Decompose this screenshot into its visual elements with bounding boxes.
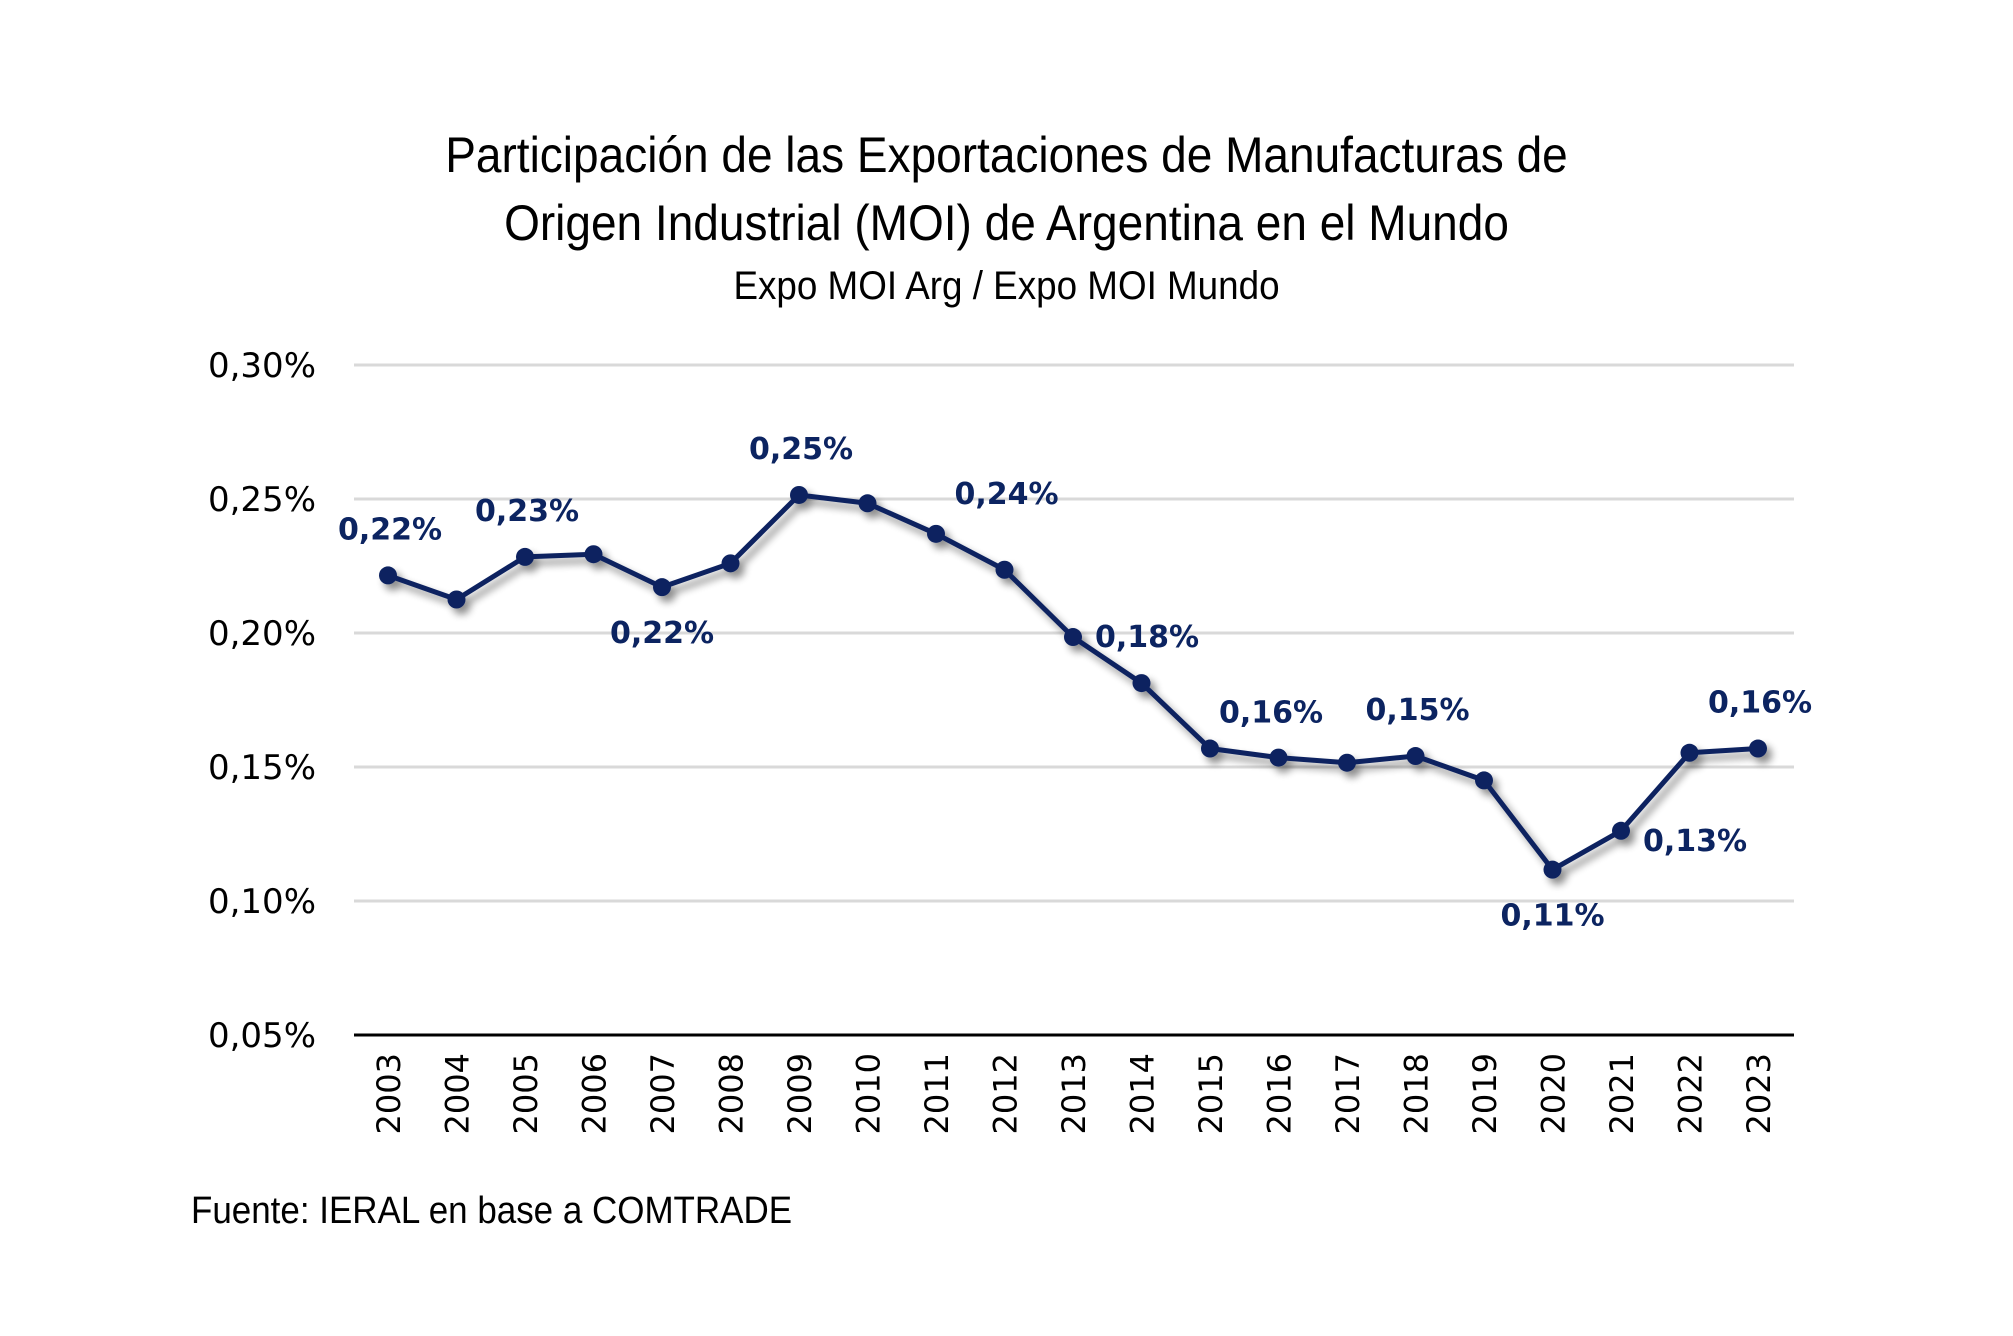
x-tick-label: 2018 [1398, 1053, 1436, 1134]
x-tick-label: 2006 [576, 1053, 614, 1134]
data-point [379, 566, 397, 585]
x-tick-label: 2009 [781, 1053, 819, 1134]
chart-title-line-2: Origen Industrial (MOI) de Argentina en … [504, 195, 1509, 251]
y-tick-label: 0,30% [208, 346, 316, 386]
data-label: 0,25% [749, 432, 853, 467]
x-tick-label: 2021 [1603, 1053, 1641, 1134]
x-tick-label: 2016 [1261, 1053, 1299, 1134]
data-point [1201, 739, 1219, 758]
data-label: 0,11% [1500, 899, 1604, 934]
data-point [995, 560, 1014, 579]
source-note: Fuente: IERAL en base a COMTRADE [191, 1190, 793, 1232]
data-label: 0,18% [1095, 620, 1199, 655]
data-label: 0,16% [1219, 696, 1323, 731]
y-tick-label: 0,15% [208, 748, 316, 788]
x-tick-label: 2015 [1192, 1053, 1230, 1134]
data-label: 0,15% [1365, 693, 1469, 728]
data-point [927, 524, 945, 543]
data-point [1406, 747, 1425, 766]
x-axis: 2003 2004 2005 2006 2007 2008 2009 2010 2011 2012… [354, 1033, 1794, 1134]
data-point [653, 578, 671, 597]
data-point [1749, 739, 1767, 758]
data-point [516, 547, 534, 566]
data-label: 0,24% [954, 477, 1058, 512]
data-point [1475, 771, 1493, 790]
data-point [1612, 821, 1630, 840]
data-point [721, 554, 740, 573]
x-tick-label: 2013 [1055, 1053, 1093, 1134]
x-tick-label: 2005 [507, 1053, 545, 1134]
series-line [379, 485, 1767, 879]
data-point [858, 494, 877, 513]
chart-title-line-1: Participación de las Exportaciones de Ma… [445, 127, 1568, 183]
x-tick-label: 2012 [987, 1053, 1025, 1134]
y-tick-label: 0,25% [208, 480, 316, 520]
data-point [447, 590, 466, 609]
data-point [584, 545, 603, 564]
x-tick-label: 2014 [1124, 1053, 1162, 1134]
x-tick-label: 2003 [370, 1053, 408, 1134]
y-tick-label: 0,10% [208, 882, 316, 922]
data-point [1680, 743, 1699, 762]
x-tick-label: 2022 [1672, 1053, 1710, 1134]
data-point [1132, 674, 1151, 693]
x-tick-label: 2023 [1740, 1053, 1778, 1134]
x-tick-label: 2011 [918, 1053, 956, 1134]
gridlines [354, 363, 1794, 903]
data-point [1543, 860, 1562, 879]
x-tick-label: 2008 [713, 1053, 751, 1134]
data-point [1269, 748, 1288, 767]
x-tick-label: 2019 [1466, 1053, 1504, 1134]
data-point [1064, 628, 1082, 647]
y-axis-ticks: 0,05% 0,10% 0,15% 0,20% 0,25% 0,30% [208, 346, 316, 1056]
x-tick-label: 2017 [1329, 1053, 1367, 1134]
data-labels: 0,22% 0,23% 0,22% 0,25% 0,24% 0,18% 0,16% 0,15%… [338, 432, 1812, 934]
x-tick-label: 2007 [644, 1053, 682, 1134]
x-tick-label: 2010 [850, 1053, 888, 1134]
x-tick-label: 2020 [1535, 1053, 1573, 1134]
chart-subtitle: Expo MOI Arg / Expo MOI Mundo [733, 264, 1280, 308]
data-label: 0,22% [610, 616, 714, 651]
data-label: 0,22% [338, 512, 442, 547]
data-label: 0,13% [1643, 824, 1747, 859]
data-point [1338, 753, 1356, 772]
x-tick-label: 2004 [439, 1053, 477, 1134]
data-point [790, 485, 808, 504]
y-tick-label: 0,05% [208, 1016, 316, 1056]
data-label: 0,23% [475, 494, 579, 529]
data-label: 0,16% [1708, 686, 1812, 721]
y-tick-label: 0,20% [208, 614, 316, 654]
